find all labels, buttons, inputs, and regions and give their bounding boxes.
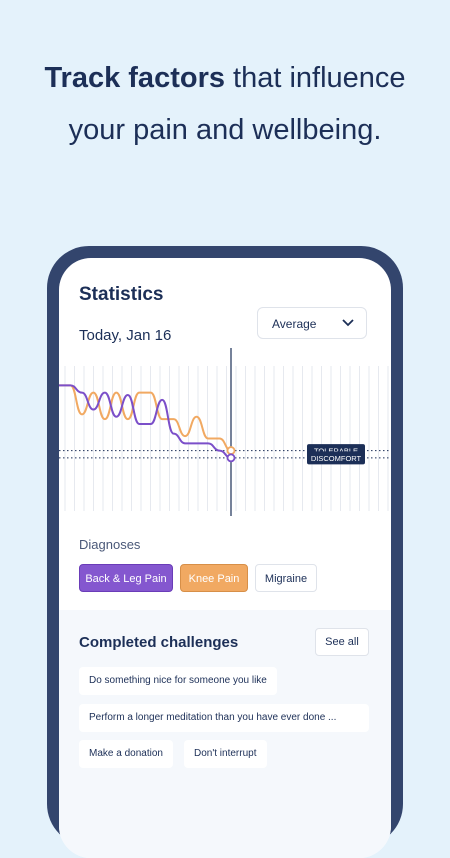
series-end-point [226,446,236,455]
statistics-title: Statistics [79,284,164,305]
headline-rest: that influence [224,62,406,94]
reference-label: DISCOMFORT [311,454,362,463]
series-end-point [226,453,236,463]
phone-screen: Statistics Today, Jan 16 Average TOLERAB… [59,258,391,858]
date-label: Today, Jan 16 [79,327,172,344]
see-all-button[interactable]: See all [315,628,369,656]
reference-label: TOLERABLE [314,447,358,456]
headline: Track factors that influence your pain a… [0,52,450,156]
diagnoses-label: Diagnoses [79,537,141,552]
headline-bold: Track factors [44,62,225,94]
series-line [59,384,232,459]
chip-back-leg-pain[interactable]: Back & Leg Pain [79,564,173,592]
chevron-down-icon [342,319,354,327]
phone-frame: Statistics Today, Jan 16 Average TOLERAB… [47,246,403,858]
average-dropdown[interactable]: Average [257,307,367,339]
challenges-panel: Completed challenges See all Do somethin… [59,610,391,858]
chip-migraine[interactable]: Migraine [255,564,317,592]
chip-knee-pain[interactable]: Knee Pain [180,564,248,592]
dropdown-value: Average [272,317,317,331]
challenge-item[interactable]: Do something nice for someone you like [79,667,277,695]
reference-badge [307,451,365,465]
challenges-title: Completed challenges [79,634,239,651]
challenge-item[interactable]: Don't interrupt [184,740,267,768]
headline-line2: your pain and wellbeing. [68,114,382,146]
challenge-item[interactable]: Perform a longer meditation than you hav… [79,704,369,732]
challenge-item[interactable]: Make a donation [79,740,173,768]
